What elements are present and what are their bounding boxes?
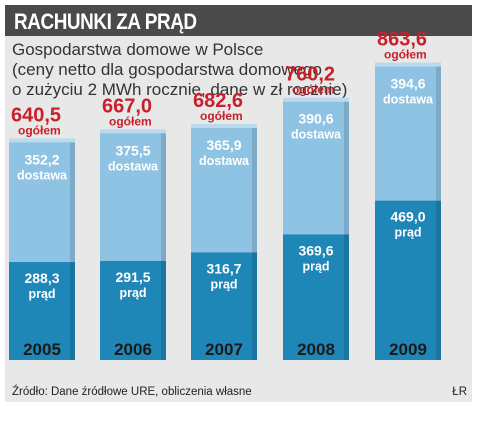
subtitle-line-2: (ceny netto dla gospodarstwa domowego	[12, 60, 322, 79]
bar-top-cap-2009	[375, 62, 441, 67]
series-label-dostawa-2006: dostawa	[108, 159, 159, 173]
bar-dostawa-2007	[191, 128, 257, 253]
series-label-prad-2009: prąd	[394, 226, 421, 240]
total-label-2007: 682,6	[193, 90, 243, 112]
total-label-2008: 760,2	[285, 64, 335, 86]
bar-dostawa-2006	[100, 133, 166, 261]
x-tick-label-2009: 2009	[389, 340, 427, 359]
bar-prad-2007	[191, 252, 257, 360]
total-caption-2007: ogółem	[200, 109, 243, 123]
data-label-prad-2008: 369,6	[298, 242, 333, 258]
series-label-dostawa-2009: dostawa	[383, 93, 434, 107]
bar-top-cap-2006	[100, 129, 166, 134]
bar-shade-2009	[436, 66, 441, 361]
data-label-prad-2005: 288,3	[24, 270, 59, 286]
bar-prad-2009	[375, 200, 441, 360]
x-tick-label-2007: 2007	[205, 340, 243, 359]
total-caption-2006: ogółem	[109, 114, 152, 128]
series-label-dostawa-2005: dostawa	[17, 168, 68, 182]
subtitle-line-3: o zużyciu 2 MWh rocznie, dane w zł roczn…	[12, 80, 348, 99]
series-label-prad-2008: prąd	[302, 259, 329, 273]
series-label-prad-2007: prąd	[210, 277, 237, 291]
data-label-dostawa-2009: 394,6	[390, 76, 425, 92]
title-bar: RACHUNKI ZA PRĄD	[5, 5, 472, 36]
bar-prad-2008	[283, 234, 349, 360]
source-note: Źródło: Dane źródłowe URE, obliczenia wł…	[12, 386, 252, 398]
bar-prad-2005	[9, 262, 75, 360]
author-credit: ŁR	[452, 386, 467, 398]
data-label-dostawa-2008: 390,6	[298, 111, 333, 127]
series-label-dostawa-2007: dostawa	[199, 154, 250, 168]
bar-top-cap-2008	[283, 97, 349, 102]
total-label-2009: 863,6	[377, 29, 427, 51]
series-label-prad-2005: prąd	[28, 287, 55, 301]
bar-shade-2007	[252, 128, 257, 360]
data-label-prad-2007: 316,7	[206, 260, 241, 276]
x-tick-label-2008: 2008	[297, 340, 335, 359]
chart-subtitle: Gospodarstwa domowe w Polsce (ceny netto…	[12, 40, 347, 100]
total-caption-2005: ogółem	[18, 123, 61, 137]
bar-shade-2008	[344, 101, 349, 361]
data-label-prad-2006: 291,5	[115, 269, 150, 285]
bar-dostawa-2008	[283, 101, 349, 235]
bar-prad-2006	[100, 260, 166, 360]
data-label-prad-2009: 469,0	[390, 209, 425, 225]
bar-top-cap-2007	[191, 124, 257, 129]
series-label-dostawa-2008: dostawa	[291, 128, 342, 142]
bar-shade-2006	[161, 133, 166, 360]
bar-top-cap-2005	[9, 138, 75, 143]
total-caption-2008: ogółem	[292, 83, 335, 97]
x-tick-label-2005: 2005	[23, 340, 61, 359]
series-label-prad-2006: prąd	[119, 286, 146, 300]
x-tick-label-2006: 2006	[114, 340, 152, 359]
total-label-2005: 640,5	[11, 104, 61, 126]
total-label-2006: 667,0	[102, 95, 152, 117]
subtitle-line-1: Gospodarstwa domowe w Polsce	[12, 40, 264, 59]
bar-dostawa-2009	[375, 66, 441, 201]
data-label-dostawa-2007: 365,9	[206, 137, 241, 153]
page-title: RACHUNKI ZA PRĄD	[14, 9, 197, 34]
bar-shade-2005	[70, 142, 75, 360]
data-label-dostawa-2006: 375,5	[115, 142, 150, 158]
data-label-dostawa-2005: 352,2	[24, 151, 59, 167]
total-caption-2009: ogółem	[384, 48, 427, 62]
bar-dostawa-2005	[9, 142, 75, 263]
